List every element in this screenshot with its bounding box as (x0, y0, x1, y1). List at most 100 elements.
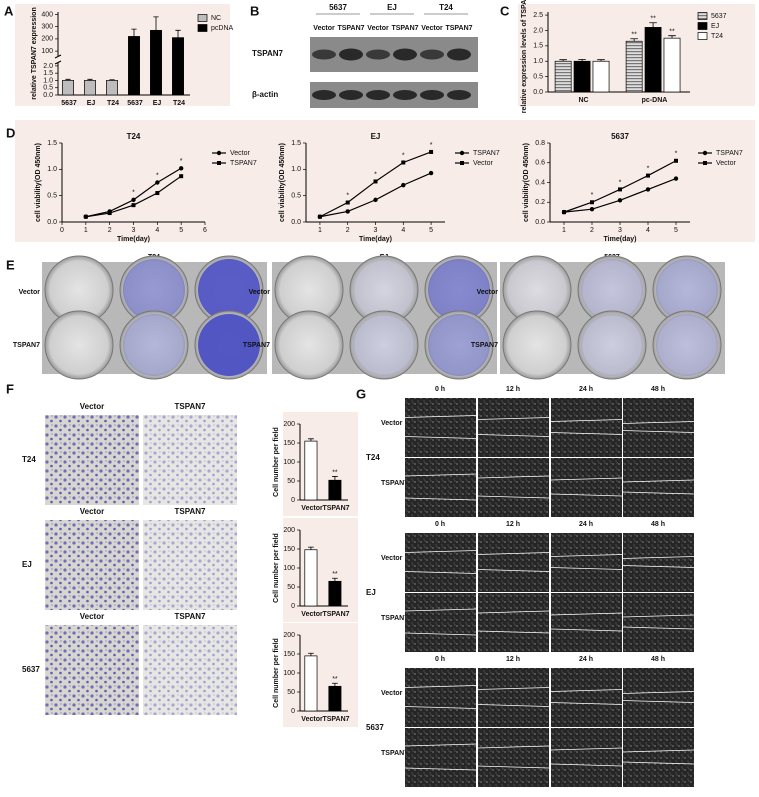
row-label: TSPAN7 (243, 342, 270, 349)
colonies (506, 259, 568, 321)
y-tick-label: 0 (291, 603, 295, 610)
y-tick-label: 0.4 (535, 179, 545, 186)
row-label: TSPAN7 (252, 49, 284, 58)
significance: * (591, 192, 594, 199)
colonies (428, 259, 490, 321)
colonies (581, 314, 643, 376)
bar (304, 549, 318, 607)
axis-break (54, 54, 62, 59)
y-tick-label: 0.8 (535, 140, 545, 147)
error-bar (668, 35, 676, 39)
x-tick-label: 5637 (127, 100, 143, 107)
y-tick-label: 0.6 (535, 160, 545, 167)
x-tick-label: 3 (132, 227, 136, 234)
x-tick-label: 0 (60, 227, 64, 234)
marker (178, 166, 184, 171)
marker (617, 198, 623, 203)
blot-band (366, 49, 390, 60)
significance: * (619, 179, 622, 186)
y-tick-label: 1.0 (47, 166, 57, 173)
time-label: 48 h (651, 521, 665, 528)
row-label: Vector (381, 555, 403, 562)
y-tick-label: 200 (283, 421, 295, 428)
x-tick-label: EJ (87, 100, 96, 107)
colonies (428, 314, 490, 376)
time-label: 48 h (651, 656, 665, 663)
significance: * (675, 151, 678, 158)
scratch-edge (404, 608, 477, 612)
scratch-edge (550, 567, 623, 570)
scratch-edge (404, 632, 477, 636)
x-tick-label: EJ (153, 100, 162, 107)
x-tick-label: 6 (203, 227, 207, 234)
error-bar (65, 78, 71, 81)
x-tick-label: 4 (401, 227, 405, 234)
column-label: Vector (80, 507, 104, 516)
y-tick-label: 200 (283, 632, 295, 639)
y-tick-label: 1.0 (533, 58, 543, 65)
marker (460, 161, 464, 165)
marker (373, 197, 378, 203)
y-tick-label: 100 (283, 670, 295, 677)
well (577, 310, 647, 380)
legend-swatch (197, 24, 208, 32)
panel-letter: B (250, 3, 259, 18)
group-label: T24 (439, 3, 453, 12)
bar (106, 80, 118, 96)
marker (703, 161, 707, 165)
marker (618, 187, 622, 192)
significance: * (647, 165, 650, 172)
error-bar (308, 652, 314, 656)
error-bar (308, 438, 314, 442)
lane-label: TSPAN7 (391, 25, 418, 32)
colonies (656, 314, 718, 376)
bar (644, 27, 662, 93)
row-label: β-actin (252, 90, 278, 99)
error-bar (87, 78, 93, 81)
row-label: Vector (249, 289, 271, 296)
x-tick-label: Vector (301, 716, 323, 723)
y-tick-label: 1.5 (43, 70, 53, 77)
x-tick-label: 1 (84, 227, 88, 234)
legend-label: T24 (711, 33, 723, 40)
scratch-edge (622, 421, 695, 424)
well (119, 310, 189, 380)
micrograph (45, 415, 139, 505)
bar (592, 60, 610, 93)
marker (429, 149, 434, 154)
significance: ** (650, 16, 656, 23)
micrograph (45, 625, 139, 715)
column-label: Vector (80, 612, 104, 621)
micrograph (551, 593, 622, 652)
scratch-edge (477, 765, 550, 769)
micrograph (623, 458, 694, 517)
significance: * (402, 152, 405, 159)
x-tick-label: NC (578, 97, 588, 104)
scratch-edge (404, 706, 477, 709)
bar (150, 29, 162, 96)
time-label: 12 h (506, 656, 520, 663)
error-bar (597, 59, 605, 62)
scratch-edge (622, 430, 695, 433)
error-bar (153, 16, 159, 31)
well (502, 310, 572, 380)
micrograph (45, 520, 139, 610)
micrograph (143, 625, 237, 715)
micrograph (405, 533, 476, 592)
blot-band (420, 49, 444, 60)
row-label: Vector (19, 289, 41, 296)
error-bar (131, 28, 137, 37)
scratch-edge (477, 434, 550, 437)
legend-swatch (697, 32, 708, 40)
time-label: 0 h (435, 521, 445, 528)
y-tick-label: 150 (283, 651, 295, 658)
bar (304, 440, 318, 501)
micrograph (551, 458, 622, 517)
bar (625, 40, 643, 93)
error-bar (332, 577, 338, 582)
blot-band (312, 90, 336, 100)
y-tick-label: 200 (283, 527, 295, 534)
x-tick-label: 5637 (61, 100, 77, 107)
column-label: TSPAN7 (175, 402, 207, 411)
